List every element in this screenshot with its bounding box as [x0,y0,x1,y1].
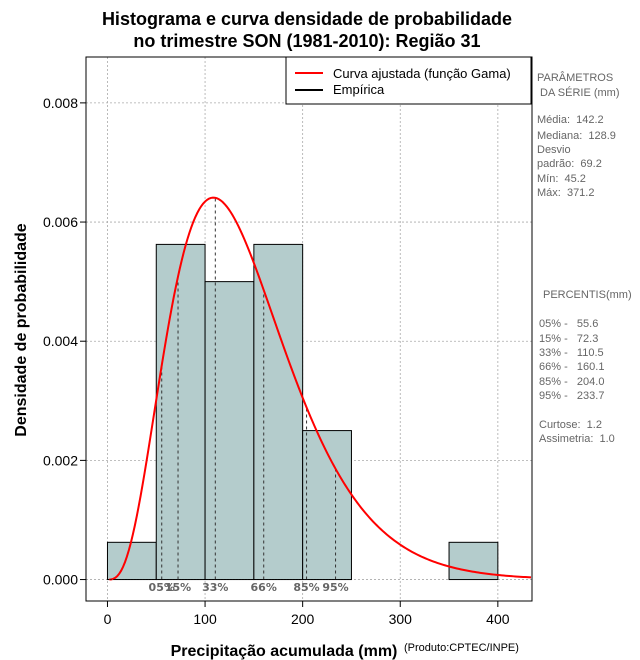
stat-desvio-2: padrão: 69.2 [537,158,602,170]
stat-min: Mín: 45.2 [537,173,586,185]
x-axis: 0 100 200 300 400 [104,600,510,627]
percentis-title: PERCENTIS(mm) [543,289,632,301]
percentile-label-66: 66% [251,581,277,594]
x-tick-label-200: 200 [291,611,315,627]
x-tick-label-300: 300 [389,611,413,627]
legend-box [285,56,532,105]
x-tick-label-100: 100 [193,611,217,627]
pct-66: 66% - 160.1 [539,361,605,373]
pct-95: 95% - 233.7 [539,390,605,402]
x-axis-label: Precipitação acumulada (mm) [171,643,398,660]
legend: Curva ajustada (função Gama) Empírica [285,56,532,105]
x-tick-label-400: 400 [486,611,510,627]
legend-label-empirical: Empírica [333,82,385,97]
bar-50-100 [155,243,206,581]
y-tick-label-1: 0.002 [43,452,78,468]
histogram-bars [106,243,499,581]
stat-media: Média: 142.2 [537,114,604,126]
y-tick-label-2: 0.004 [43,333,78,349]
chart-title-line2: no trimestre SON (1981-2010): Região 31 [133,31,480,51]
y-tick-label-0: 0.000 [43,572,78,588]
bar-200-250 [302,430,352,581]
percentile-label-05: 05% [149,581,175,594]
stat-mediana: Mediana: 128.9 [537,130,616,142]
stat-curtose: Curtose: 1.2 [539,419,602,431]
pct-33: 33% - 110.5 [539,347,604,359]
stat-max: Máx: 371.2 [537,187,595,199]
percentile-label-95: 95% [322,581,348,594]
legend-label-fitted: Curva ajustada (função Gama) [333,66,511,81]
percentile-label-33: 33% [202,581,228,594]
credit-text: (Produto:CPTEC/INPE) [404,642,519,654]
y-tick-label-4: 0.008 [43,95,78,111]
y-tick-label-3: 0.006 [43,214,78,230]
stat-desvio-1: Desvio [537,144,571,156]
y-axis-label: Densidade de probabilidade [13,223,30,436]
bar-100-150 [204,281,255,581]
pct-05: 05% - 55.6 [539,318,599,330]
pct-85: 85% - 204.0 [539,376,605,388]
percentile-labels: 05%15% 33% 66% 85% 95% [149,581,349,594]
bar-0-50 [106,541,157,581]
percentile-label-85: 85% [293,581,319,594]
stat-assimetria: Assimetria: 1.0 [539,433,615,445]
y-axis: 0.000 0.002 0.004 0.006 0.008 [43,95,87,588]
pct-15: 15% - 72.3 [539,333,599,345]
chart-title-line1: Histograma e curva densidade de probabil… [102,9,512,29]
percentile-label-15: 15% [165,581,191,594]
bar-150-200 [253,243,304,581]
fitted-gamma-curve [109,196,532,581]
params-title-1: PARÂMETROS [537,72,614,84]
x-tick-label-0: 0 [104,611,112,627]
percentile-lines [161,197,337,580]
params-title-2: DA SÉRIE (mm) [537,87,620,99]
